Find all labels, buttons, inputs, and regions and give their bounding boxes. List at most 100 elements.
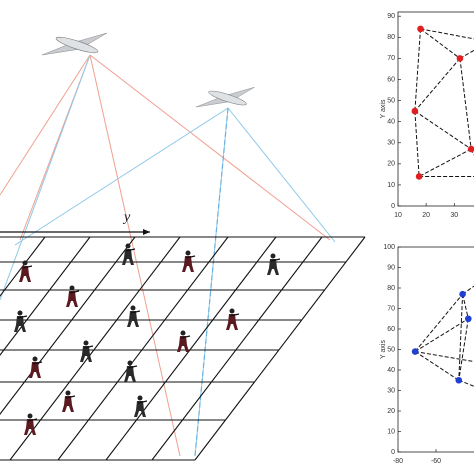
soldier: [62, 390, 76, 412]
soldier-head: [229, 308, 235, 314]
y-tick-label: 20: [387, 161, 395, 168]
point: [411, 348, 419, 355]
soldier-body: [267, 259, 279, 275]
soldier-body: [19, 266, 31, 282]
soldier-gun: [229, 313, 240, 317]
grid-line: [194, 236, 366, 461]
grid-line: [151, 236, 323, 461]
soldier-head: [32, 356, 38, 362]
grid-line: [57, 236, 229, 461]
soldier-head: [83, 340, 89, 346]
soldier-gun: [27, 418, 38, 422]
soldier-head: [65, 390, 71, 396]
y-tick-label: 70: [387, 55, 395, 62]
y-tick-label: 0: [391, 203, 395, 210]
soldier-head: [125, 243, 131, 249]
soldier: [24, 413, 38, 435]
soldier-gun: [69, 290, 80, 294]
soldier-gun: [137, 400, 148, 404]
soldier-gun: [125, 248, 136, 252]
x-tick-label: 10: [394, 212, 402, 219]
soldier-head: [180, 330, 186, 336]
point: [459, 290, 466, 298]
edge: [414, 58, 461, 112]
edge: [420, 28, 474, 40]
sensing-line: [227, 107, 336, 243]
point: [455, 376, 463, 384]
drone-body: [208, 90, 247, 106]
grid-line: [105, 236, 277, 461]
drone-body: [55, 36, 99, 54]
y-tick-label: 20: [387, 408, 395, 415]
sensing-line: [194, 107, 229, 457]
soldier: [80, 340, 94, 362]
soldier-body: [122, 249, 134, 265]
soldier-body: [177, 336, 189, 352]
point: [415, 173, 423, 180]
soldier-gun: [32, 361, 43, 365]
y-tick-label: 10: [387, 182, 395, 189]
soldier-head: [137, 395, 143, 401]
soldier-head: [17, 310, 23, 316]
x-tick-label: 30: [450, 212, 458, 219]
soldier: [66, 285, 80, 307]
y-tick-label: 90: [387, 264, 395, 271]
illustration: [0, 32, 366, 461]
sensing-line: [0, 54, 91, 301]
y-tick-label: 40: [387, 118, 395, 125]
soldier: [127, 305, 141, 327]
y-tick-label: 60: [387, 326, 395, 333]
grid-line: [0, 236, 91, 356]
edge: [459, 58, 472, 150]
soldier-gun: [185, 255, 196, 259]
soldier-head: [130, 305, 136, 311]
soldier-head: [185, 250, 191, 256]
soldier-head: [270, 253, 276, 259]
sensing-line: [89, 54, 181, 457]
soldier-gun: [17, 315, 28, 319]
point: [411, 107, 419, 115]
soldier-gun: [180, 335, 191, 339]
soldier-gun: [270, 258, 281, 262]
y-tick-label: 100: [383, 244, 395, 251]
soldier-gun: [130, 310, 141, 314]
soldier-body: [14, 316, 26, 332]
soldier-body: [24, 419, 36, 435]
x-tick-label: -80: [393, 458, 403, 465]
soldier-gun: [22, 265, 33, 269]
y-tick-label: 90: [387, 13, 395, 20]
plot-frame: [397, 246, 474, 453]
soldier-gun: [127, 365, 138, 369]
soldier-body: [127, 311, 139, 327]
drone: [195, 86, 255, 108]
point: [467, 145, 474, 153]
point: [417, 25, 424, 33]
soldier: [267, 253, 281, 275]
soldier-gun: [83, 345, 94, 349]
y-tick-label: 80: [387, 285, 395, 292]
soldier-body: [226, 314, 238, 330]
soldier-head: [22, 260, 28, 266]
plots: 0 10 20 30 40 50 60 70 80 90 10 20 30 Y axis 0 10 20 30 40…: [380, 11, 474, 465]
soldier: [226, 308, 240, 330]
grid-line: [9, 236, 181, 461]
soldier-head: [69, 285, 75, 291]
edge: [415, 351, 474, 363]
soldier: [134, 395, 148, 417]
y-tick-label: 60: [387, 76, 395, 83]
drone: [41, 32, 108, 56]
x-tick-label: 20: [422, 212, 430, 219]
edge: [458, 294, 464, 381]
soldier-head: [127, 360, 133, 366]
soldier-body: [80, 346, 92, 362]
soldier: [182, 250, 196, 272]
edge: [414, 28, 422, 112]
soldier: [124, 360, 138, 382]
edge: [462, 294, 469, 319]
soldier-gun: [65, 395, 76, 399]
y-tick-label: 0: [391, 449, 395, 456]
sensing-line: [0, 54, 91, 196]
y-tick-label: 70: [387, 305, 395, 312]
arrow-head: [143, 229, 150, 235]
